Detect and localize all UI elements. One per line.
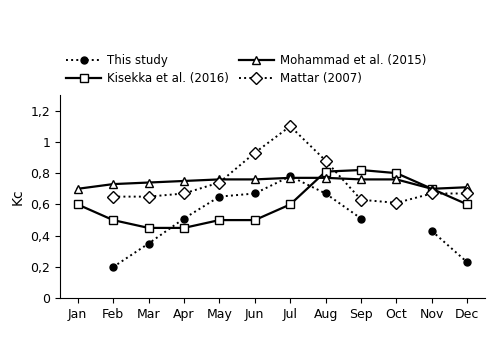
Y-axis label: Kc: Kc [10,188,24,205]
Mattar (2007) [287,124,293,128]
This study [322,192,328,196]
Kisekka et al. (2016) [110,218,116,222]
Kisekka et al. (2016) [146,226,152,230]
Kisekka et al. (2016) [181,226,187,230]
Mattar (2007) [394,201,400,205]
This study [146,241,152,245]
Mattar (2007) [464,192,470,196]
Kisekka et al. (2016) [252,218,258,222]
Mattar (2007) [146,195,152,199]
Line: This study: This study [110,173,471,271]
Mattar (2007) [216,180,222,184]
This study [252,192,258,196]
Kisekka et al. (2016) [464,202,470,206]
Mohammad et al. (2015) [322,176,328,180]
Kisekka et al. (2016) [74,202,80,206]
Line: Kisekka et al. (2016): Kisekka et al. (2016) [74,166,471,232]
Line: Mattar (2007): Mattar (2007) [109,122,472,207]
This study [181,217,187,221]
Line: Mohammad et al. (2015): Mohammad et al. (2015) [74,174,471,193]
Mattar (2007) [322,159,328,163]
Mohammad et al. (2015) [216,177,222,181]
Kisekka et al. (2016) [394,171,400,175]
Mohammad et al. (2015) [181,179,187,183]
Mattar (2007) [429,192,435,196]
Mohammad et al. (2015) [287,176,293,180]
This study [287,174,293,178]
Kisekka et al. (2016) [429,187,435,191]
Mohammad et al. (2015) [74,187,80,191]
Mohammad et al. (2015) [146,180,152,184]
This study [358,217,364,221]
Mohammad et al. (2015) [110,182,116,186]
Kisekka et al. (2016) [358,168,364,172]
Mattar (2007) [181,192,187,196]
Mohammad et al. (2015) [252,177,258,181]
Mattar (2007) [110,195,116,199]
Mattar (2007) [252,151,258,155]
Kisekka et al. (2016) [322,170,328,174]
This study [429,229,435,233]
Mattar (2007) [358,198,364,202]
This study [110,265,116,269]
Mohammad et al. (2015) [464,185,470,189]
Mohammad et al. (2015) [358,177,364,181]
Mohammad et al. (2015) [394,177,400,181]
Legend: This study, Kisekka et al. (2016), Mohammad et al. (2015), Mattar (2007): This study, Kisekka et al. (2016), Moham… [66,54,426,85]
Mohammad et al. (2015) [429,187,435,191]
This study [216,195,222,199]
Kisekka et al. (2016) [287,202,293,206]
Kisekka et al. (2016) [216,218,222,222]
This study [464,260,470,264]
